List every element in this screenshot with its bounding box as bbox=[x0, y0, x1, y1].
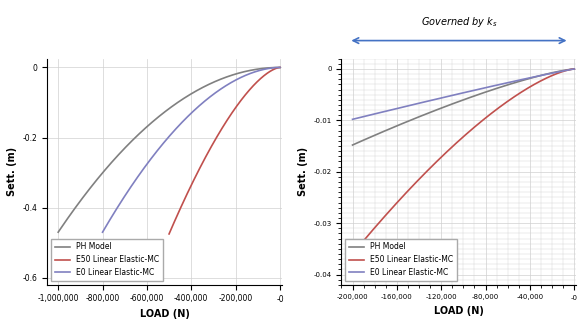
E50 Linear Elastic-MC bbox=[349, 252, 356, 256]
Line: E50 Linear Elastic-MC: E50 Linear Elastic-MC bbox=[353, 69, 574, 254]
Y-axis label: Sett. (m): Sett. (m) bbox=[7, 147, 17, 196]
E50 Linear Elastic-MC bbox=[440, 153, 447, 157]
Line: E50 Linear Elastic-MC: E50 Linear Elastic-MC bbox=[169, 67, 280, 234]
PH Model bbox=[532, 75, 539, 79]
PH Model bbox=[349, 143, 356, 147]
E50 Linear Elastic-MC bbox=[404, 190, 411, 194]
PH Model bbox=[219, 76, 226, 80]
PH Model bbox=[277, 66, 284, 69]
PH Model bbox=[423, 112, 430, 116]
E50 Linear Elastic-MC bbox=[257, 77, 264, 81]
PH Model bbox=[54, 230, 61, 234]
E50 Linear Elastic-MC bbox=[532, 82, 539, 86]
E50 Linear Elastic-MC bbox=[202, 155, 209, 158]
Legend: PH Model, E50 Linear Elastic-MC, E0 Linear Elastic-MC: PH Model, E50 Linear Elastic-MC, E0 Line… bbox=[51, 239, 163, 281]
PH Model bbox=[176, 99, 183, 103]
E50 Linear Elastic-MC bbox=[193, 173, 200, 177]
E0 Linear Elastic-MC bbox=[245, 72, 252, 76]
E0 Linear Elastic-MC bbox=[99, 230, 106, 234]
E50 Linear Elastic-MC bbox=[571, 67, 578, 71]
E0 Linear Elastic-MC bbox=[514, 79, 521, 82]
E0 Linear Elastic-MC bbox=[231, 79, 238, 83]
PH Model bbox=[146, 123, 153, 126]
E0 Linear Elastic-MC bbox=[196, 103, 203, 107]
PH Model bbox=[128, 139, 135, 143]
E50 Linear Elastic-MC bbox=[423, 170, 430, 174]
E0 Linear Elastic-MC bbox=[470, 88, 477, 92]
Line: PH Model: PH Model bbox=[353, 69, 574, 145]
E0 Linear Elastic-MC bbox=[172, 127, 179, 131]
Text: Governed by $k_s$: Governed by $k_s$ bbox=[421, 15, 497, 29]
Line: E0 Linear Elastic-MC: E0 Linear Elastic-MC bbox=[353, 69, 574, 119]
PH Model bbox=[571, 67, 578, 71]
X-axis label: LOAD (N): LOAD (N) bbox=[140, 309, 190, 319]
E0 Linear Elastic-MC bbox=[277, 66, 284, 69]
E50 Linear Elastic-MC bbox=[248, 86, 255, 90]
E0 Linear Elastic-MC bbox=[349, 117, 356, 121]
E50 Linear Elastic-MC bbox=[514, 93, 521, 97]
E0 Linear Elastic-MC bbox=[532, 75, 539, 79]
E0 Linear Elastic-MC bbox=[571, 67, 578, 71]
E0 Linear Elastic-MC bbox=[404, 104, 411, 108]
X-axis label: LOAD (N): LOAD (N) bbox=[434, 306, 484, 316]
Line: PH Model: PH Model bbox=[58, 67, 280, 232]
E0 Linear Elastic-MC bbox=[158, 143, 165, 147]
E50 Linear Elastic-MC bbox=[277, 66, 284, 69]
Legend: PH Model, E50 Linear Elastic-MC, E0 Linear Elastic-MC: PH Model, E50 Linear Elastic-MC, E0 Line… bbox=[345, 239, 457, 281]
E0 Linear Elastic-MC bbox=[440, 96, 447, 99]
PH Model bbox=[109, 159, 116, 163]
E50 Linear Elastic-MC bbox=[166, 232, 173, 236]
PH Model bbox=[514, 80, 521, 84]
PH Model bbox=[237, 71, 244, 75]
PH Model bbox=[440, 105, 447, 109]
E50 Linear Elastic-MC bbox=[226, 114, 233, 118]
E50 Linear Elastic-MC bbox=[470, 126, 477, 129]
E0 Linear Elastic-MC bbox=[143, 163, 150, 167]
PH Model bbox=[404, 120, 411, 124]
E50 Linear Elastic-MC bbox=[211, 139, 218, 143]
Line: E0 Linear Elastic-MC: E0 Linear Elastic-MC bbox=[102, 67, 280, 232]
E0 Linear Elastic-MC bbox=[423, 99, 430, 103]
Y-axis label: Sett. (m): Sett. (m) bbox=[298, 147, 308, 196]
PH Model bbox=[470, 94, 477, 98]
